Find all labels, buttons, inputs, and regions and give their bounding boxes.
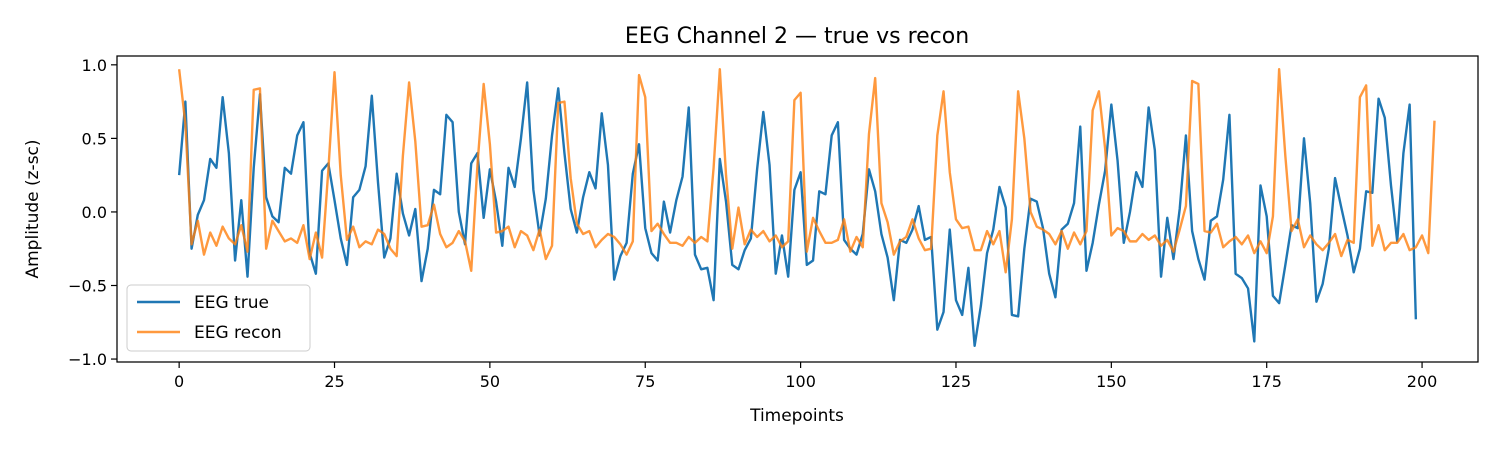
y-tick-label: −1.0 [68, 350, 107, 369]
x-tick-label: 0 [174, 372, 184, 391]
y-tick-label: 0.0 [82, 203, 107, 222]
y-tick-label: −0.5 [68, 277, 107, 296]
x-tick-label: 100 [785, 372, 816, 391]
plot-frame [116, 55, 1479, 363]
x-tick-label: 75 [635, 372, 655, 391]
axis-ticks: 0 25 50 75 100 125 150 175 200 −1.0 −0.5 0.0 0.5 1.0 [68, 56, 1437, 391]
x-tick-label: 125 [941, 372, 972, 391]
y-tick-label: 1.0 [82, 56, 107, 75]
legend-label-eeg-true: EEG true [194, 293, 269, 313]
legend: EEG true EEG recon [126, 284, 311, 352]
x-tick-label: 200 [1407, 372, 1438, 391]
plot-lines [177, 68, 1436, 348]
chart-title: EEG Channel 2 — true vs recon [625, 24, 969, 49]
legend-label-eeg-recon: EEG recon [194, 323, 282, 343]
series-line-eeg-recon [177, 68, 1436, 274]
y-axis-label: Amplitude (z-sc) [23, 139, 43, 278]
x-axis-label: Timepoints [749, 406, 844, 426]
series-line-eeg-true [177, 81, 1418, 348]
x-tick-label: 25 [324, 372, 344, 391]
x-tick-label: 50 [480, 372, 500, 391]
y-tick-label: 0.5 [82, 129, 107, 148]
x-tick-label: 150 [1096, 372, 1127, 391]
x-tick-label: 175 [1251, 372, 1282, 391]
